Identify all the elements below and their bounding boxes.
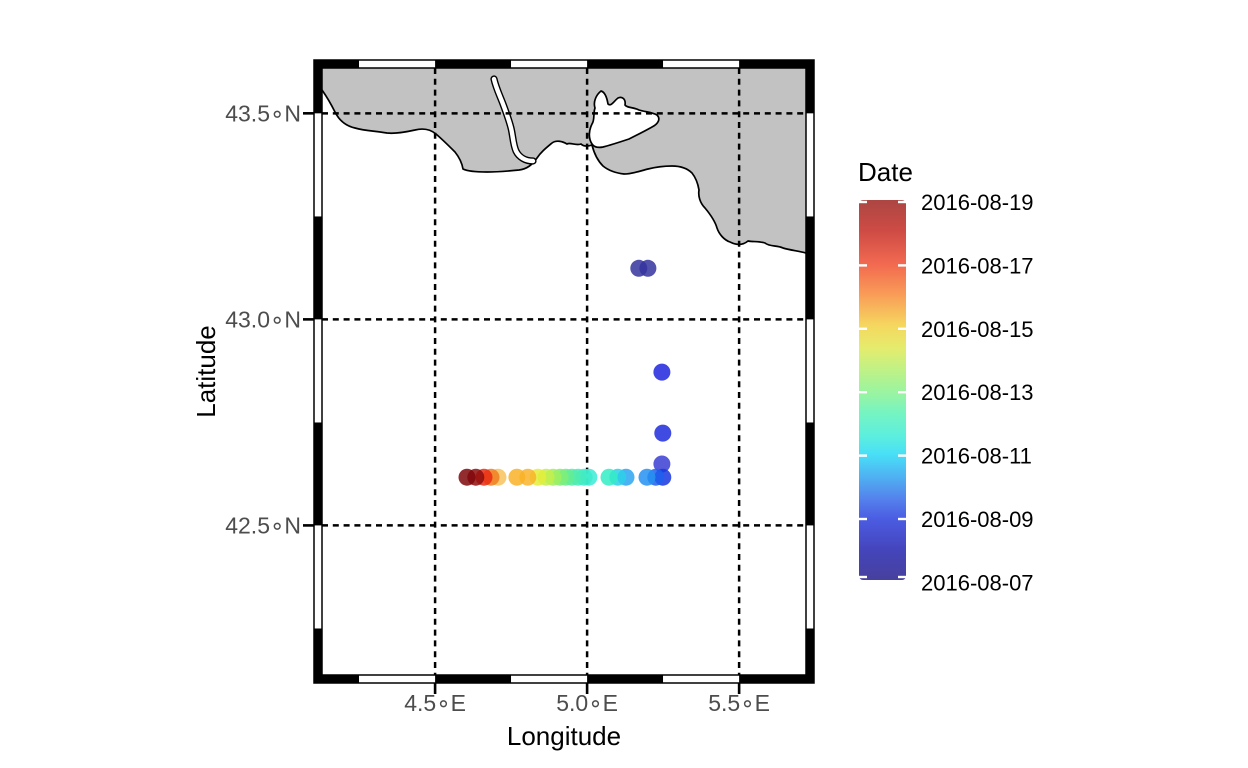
frame-inner-outline [321, 67, 807, 676]
colorbar-legend: Date 2016-08-192016-08-172016-08-152016-… [858, 157, 1034, 595]
map-frame [303, 59, 815, 694]
x-tick-label: 5.5∘E [708, 690, 770, 716]
y-tick-mark [303, 112, 314, 115]
colorbar-tick [859, 264, 867, 267]
frame-seg-top [663, 60, 740, 68]
colorbar-tick [898, 327, 906, 330]
frame-seg-right [806, 628, 814, 675]
frame-seg-left [314, 68, 322, 114]
colorbar-tick [898, 517, 906, 521]
graticule-gridlines [322, 68, 806, 675]
frame-seg-left [314, 216, 322, 320]
land-polygon [322, 68, 806, 254]
y-tick-label: 42.5∘N [225, 512, 301, 538]
track-point [600, 468, 618, 486]
trajectory-points [458, 259, 672, 486]
frame-seg-bottom [435, 675, 512, 683]
frame-seg-left [314, 628, 322, 675]
frame-seg-bottom [322, 675, 360, 683]
colorbar-tick [859, 517, 867, 521]
colorbar-label: 2016-08-15 [921, 317, 1034, 342]
frame-seg-top [359, 60, 436, 68]
colorbar-tick [898, 391, 906, 394]
y-axis-title: Latitude [191, 325, 221, 418]
frame-seg-bottom [511, 675, 588, 683]
colorbar-tick [898, 575, 906, 579]
x-tick-mark [433, 683, 437, 694]
x-tick-label: 5.0∘E [556, 690, 618, 716]
frame-seg-bottom [739, 675, 806, 683]
track-point [458, 468, 476, 486]
track-point [653, 363, 671, 381]
frame-seg-top [739, 60, 806, 68]
track-point [639, 259, 657, 277]
frame-corner [806, 60, 814, 68]
colorbar-label: 2016-08-19 [921, 190, 1034, 215]
frame-seg-bottom [587, 675, 664, 683]
frame-seg-right [806, 68, 814, 114]
frame-seg-left [314, 319, 322, 423]
y-tick-label: 43.5∘N [225, 100, 301, 126]
frame-seg-top [587, 60, 664, 68]
frame-seg-top [435, 60, 512, 68]
lagoon [588, 90, 660, 149]
colorbar-gradient [859, 200, 906, 580]
frame-seg-bottom [663, 675, 740, 683]
frame-seg-right [806, 422, 814, 526]
frame-seg-right [806, 319, 814, 423]
x-tick-mark [585, 683, 589, 694]
colorbar-tick [859, 454, 867, 457]
colorbar-label: 2016-08-17 [921, 253, 1034, 278]
axes: 4.5∘E 5.0∘E 5.5∘E 43.5∘N 43.0∘N 42.5∘N Longi… [191, 100, 770, 751]
colorbar-tick [859, 391, 867, 394]
frame-seg-right [806, 525, 814, 629]
colorbar-label: 2016-08-09 [921, 507, 1034, 532]
x-axis-title: Longitude [507, 721, 621, 751]
track-point [654, 424, 672, 442]
frame-seg-top [511, 60, 588, 68]
coastline-map [322, 68, 806, 254]
colorbar-labels: 2016-08-19 2016-08-17 2016-08-15 2016-08-13… [921, 190, 1034, 595]
frame-seg-left [314, 525, 322, 629]
frame-seg-left [314, 113, 322, 217]
x-tick-label: 4.5∘E [404, 690, 466, 716]
colorbar-tick [859, 327, 867, 330]
frame-seg-right [806, 216, 814, 320]
colorbar-tick [859, 200, 867, 204]
frame-seg-left [314, 422, 322, 526]
track-point [508, 468, 526, 486]
colorbar-ticks [859, 200, 906, 579]
track-point [638, 468, 656, 486]
frame-seg-bottom [359, 675, 436, 683]
legend-title: Date [858, 157, 913, 187]
x-tick-labels: 4.5∘E 5.0∘E 5.5∘E [404, 690, 770, 716]
frame-seg-top [322, 60, 360, 68]
track-point [653, 455, 671, 473]
colorbar-label: 2016-08-07 [921, 570, 1034, 595]
frame-seg-right [806, 113, 814, 217]
y-tick-mark [303, 524, 314, 527]
river-channel [491, 76, 536, 164]
y-tick-labels: 43.5∘N 43.0∘N 42.5∘N [225, 100, 301, 538]
colorbar-tick [898, 264, 906, 267]
y-tick-label: 43.0∘N [225, 306, 301, 332]
colorbar-tick [898, 200, 906, 204]
colorbar-tick [898, 454, 906, 457]
frame-corner [806, 675, 814, 683]
colorbar-tick [859, 575, 867, 579]
frame-corner [314, 60, 322, 68]
colorbar-label: 2016-08-13 [921, 380, 1034, 405]
colorbar-label: 2016-08-11 [921, 444, 1032, 469]
x-tick-mark [737, 683, 741, 694]
frame-corner [314, 675, 322, 683]
y-tick-mark [303, 318, 314, 321]
frame-outer-outline [313, 59, 815, 684]
